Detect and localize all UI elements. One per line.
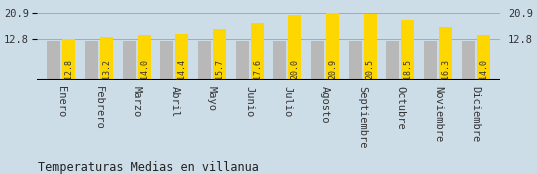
Bar <box>175 34 188 80</box>
Text: 20.9: 20.9 <box>328 59 337 79</box>
Bar <box>477 35 490 80</box>
Text: 18.5: 18.5 <box>403 59 412 79</box>
Bar <box>236 41 249 80</box>
Text: 13.2: 13.2 <box>102 59 111 79</box>
Bar <box>62 39 75 80</box>
Bar <box>160 41 173 80</box>
Text: 14.4: 14.4 <box>177 59 186 79</box>
Bar <box>47 41 60 80</box>
Text: 12.8: 12.8 <box>64 59 74 79</box>
Bar <box>100 37 113 80</box>
Bar <box>462 41 475 80</box>
Text: 20.5: 20.5 <box>366 59 375 79</box>
Bar <box>198 41 211 80</box>
Text: 16.3: 16.3 <box>441 59 450 79</box>
Bar <box>273 41 286 80</box>
Bar <box>213 29 226 80</box>
Text: Temperaturas Medias en villanua: Temperaturas Medias en villanua <box>38 161 258 174</box>
Bar <box>137 35 151 80</box>
Bar <box>424 41 437 80</box>
Text: 15.7: 15.7 <box>215 59 224 79</box>
Bar <box>386 41 400 80</box>
Bar <box>349 41 362 80</box>
Bar <box>311 41 324 80</box>
Bar <box>85 41 98 80</box>
Bar <box>326 13 339 80</box>
Bar <box>401 20 415 80</box>
Text: 14.0: 14.0 <box>479 59 488 79</box>
Bar <box>364 14 377 80</box>
Text: 14.0: 14.0 <box>140 59 149 79</box>
Bar <box>122 41 136 80</box>
Bar <box>288 15 301 80</box>
Bar <box>439 27 452 80</box>
Text: 20.0: 20.0 <box>291 59 299 79</box>
Text: 17.6: 17.6 <box>253 59 262 79</box>
Bar <box>251 23 264 80</box>
